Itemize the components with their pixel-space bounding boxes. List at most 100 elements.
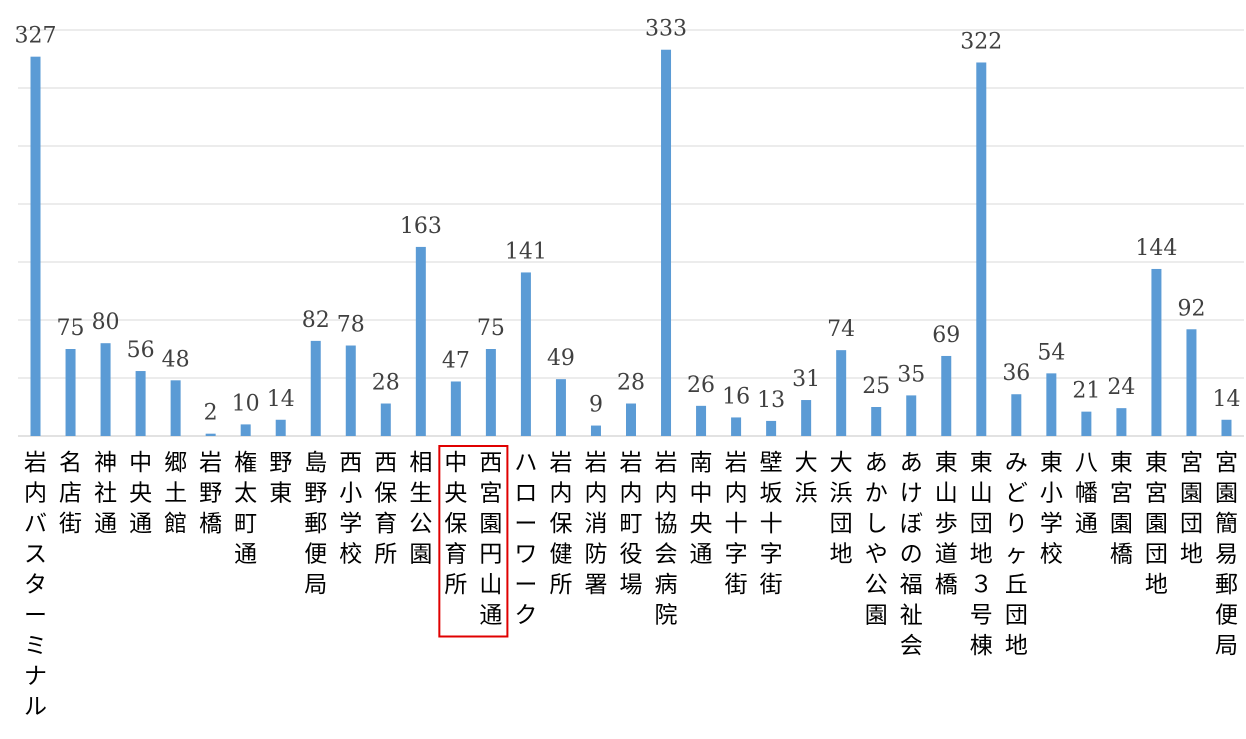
data-label: 47 [442,348,470,373]
category-label: 岩内保健所 [549,450,572,598]
category-label: 東宮園団地 [1145,450,1168,598]
bar [100,343,111,436]
highlight-box [438,445,509,638]
category-label: 野東 [269,450,292,507]
data-label: 144 [1135,236,1177,261]
bars [30,49,1232,437]
data-label: 75 [57,316,85,341]
bar [696,405,707,436]
data-label: 25 [862,374,890,399]
data-label: 14 [1212,387,1240,412]
data-label: 28 [617,371,645,396]
data-label: 13 [757,388,785,413]
bar [626,403,636,436]
data-label: 69 [932,323,960,348]
data-label: 333 [645,17,687,42]
category-label: 壁坂十字街 [760,450,783,598]
bar [871,407,882,436]
category-labels: 岩内バスターミナル名店街神社通中央通郷土館岩野橋権太町通野東島野郵便局西小学校西… [24,450,1238,720]
category-label: 郷土館 [164,450,187,537]
category-label: 権太町通 [234,450,257,568]
bar [65,349,76,436]
category-label: 中央保育所 [444,450,467,598]
data-label: 74 [827,317,855,342]
category-label: 東山歩道橋 [935,450,958,598]
data-label: 80 [92,310,120,335]
category-label: 名店街 [59,450,82,537]
data-label: 54 [1037,340,1065,365]
bar [731,417,742,436]
bar [766,420,777,436]
bar [976,62,987,436]
category-label: 宮園簡易郵便局 [1215,450,1238,659]
bar [30,56,41,437]
category-label: 岩内十字街 [725,450,748,598]
category-label: 大浜 [795,450,818,507]
bar [590,425,601,436]
data-label: 78 [337,313,365,338]
bar [1011,394,1022,436]
data-label: 24 [1107,375,1135,400]
highlight-rect [438,445,509,638]
bar [836,350,847,436]
bar [205,433,216,436]
bar [240,424,251,436]
category-label: 宮園団地 [1180,450,1203,568]
data-label: 36 [1002,361,1030,386]
data-label: 16 [722,384,750,409]
category-label: 島野郵便局 [304,450,327,598]
category-label: 東山団地３号棟 [970,450,993,659]
category-label: 大浜団地 [830,450,853,568]
category-label: 岩内町役場 [620,450,643,598]
category-label: 西小学校 [339,450,362,568]
data-label: 49 [547,346,575,371]
bar [450,381,461,436]
bar [941,355,952,436]
bar [661,49,672,436]
bar [801,400,812,436]
data-label: 2 [204,401,218,426]
data-label: 21 [1072,379,1100,404]
data-label: 163 [400,214,442,239]
category-label: あけぼの福祉会 [900,450,923,659]
data-label: 141 [505,239,547,264]
data-label: 322 [960,29,1002,54]
bar [135,371,146,436]
bar [345,345,356,436]
category-label: 相生公園 [409,450,432,568]
bar [170,380,181,436]
category-label: ハローワーク [514,450,537,629]
bar [380,403,391,436]
category-label: 岩内協会病院 [655,450,678,629]
bar [415,246,426,436]
data-label: 10 [232,391,260,416]
category-label: 西保育所 [374,450,397,568]
bar [555,379,566,436]
category-label: 岩内消防署 [584,450,607,598]
category-label: 西宮園円山通 [479,450,502,629]
category-label: 岩野橋 [199,450,222,537]
data-label: 327 [15,24,57,49]
category-label: 南中央通 [690,450,713,568]
bar [1151,268,1162,436]
bar [1046,373,1057,436]
bar [1116,408,1127,436]
data-label: 26 [687,373,715,398]
bar [485,349,496,436]
bar [1186,329,1197,436]
category-label: 八幡通 [1075,450,1098,537]
bar [906,395,917,436]
data-label: 35 [897,362,925,387]
data-label: 92 [1177,296,1205,321]
data-labels: 327 75 80 56 48 2 10 14 82 78 28 163 47 75 141 49 9 28 333… [15,17,1241,426]
bar [275,419,286,436]
gridlines [18,29,1244,437]
category-label: 東宮園橋 [1110,450,1133,568]
category-label: 岩内バスターミナル [24,450,47,720]
data-label: 31 [792,367,820,392]
category-label: みどりヶ丘団地 [1005,450,1028,659]
category-label: 中央通 [129,450,152,537]
data-label: 48 [162,347,190,372]
data-label: 82 [302,308,330,333]
